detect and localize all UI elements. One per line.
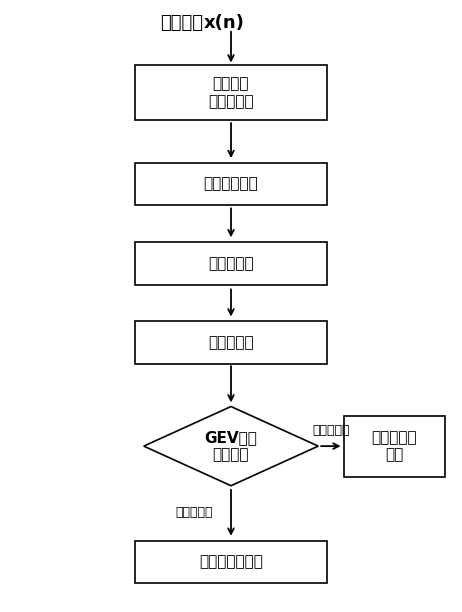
FancyBboxPatch shape — [134, 65, 328, 120]
Text: GEV分布
拟合检验: GEV分布 拟合检验 — [205, 430, 257, 462]
Text: 观测信号: 观测信号 — [160, 13, 203, 32]
FancyBboxPatch shape — [344, 416, 444, 477]
Text: 参考信号建立: 参考信号建立 — [204, 177, 258, 192]
Text: 拟合优度高: 拟合优度高 — [175, 506, 213, 520]
FancyBboxPatch shape — [134, 163, 328, 206]
FancyBboxPatch shape — [134, 242, 328, 285]
Text: 处理结果不
可信: 处理结果不 可信 — [371, 430, 417, 462]
Text: 平方谱计算: 平方谱计算 — [208, 256, 254, 271]
Text: x(n): x(n) — [203, 13, 244, 32]
Text: 处理结果可信性: 处理结果可信性 — [199, 554, 263, 569]
FancyBboxPatch shape — [134, 321, 328, 364]
Polygon shape — [144, 406, 318, 486]
FancyBboxPatch shape — [134, 540, 328, 583]
Text: 调制识别
与参数估计: 调制识别 与参数估计 — [208, 76, 254, 109]
Text: 分组取极值: 分组取极值 — [208, 335, 254, 350]
Text: 拟合优度低: 拟合优度低 — [312, 424, 350, 437]
